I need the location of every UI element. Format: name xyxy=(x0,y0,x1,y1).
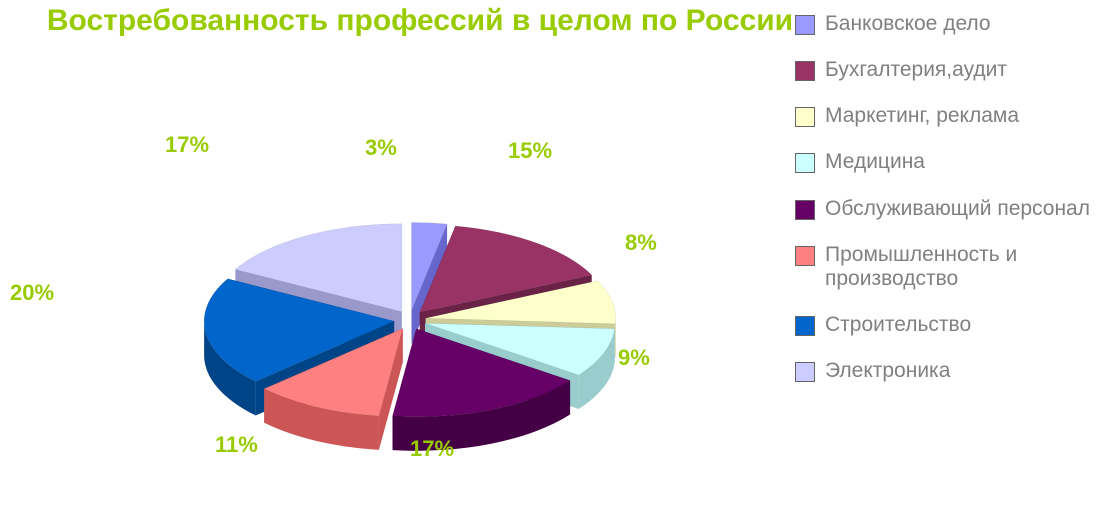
legend-swatch xyxy=(795,246,815,266)
legend-swatch xyxy=(795,316,815,336)
legend-label: Медицина xyxy=(825,150,925,174)
chart-stage: Востребованность профессий в целом по Ро… xyxy=(0,0,1100,529)
legend-label: Электроника xyxy=(825,359,950,383)
pct-label: 8% xyxy=(625,230,657,256)
pct-label: 17% xyxy=(165,132,209,158)
legend-label: Маркетинг, реклама xyxy=(825,104,1019,128)
legend-label: Банковское дело xyxy=(825,12,991,36)
legend-swatch xyxy=(795,61,815,81)
legend: Банковское дело Бухгалтерия,аудит Маркетин… xyxy=(795,12,1095,405)
pct-label: 15% xyxy=(508,138,552,164)
legend-item: Бухгалтерия,аудит xyxy=(795,58,1095,82)
legend-item: Медицина xyxy=(795,150,1095,174)
legend-label: Строительство xyxy=(825,313,971,337)
legend-swatch xyxy=(795,153,815,173)
legend-item: Банковское дело xyxy=(795,12,1095,36)
legend-swatch xyxy=(795,15,815,35)
pie-container: 3%15%8%9%17%11%20%17% xyxy=(70,150,710,520)
pct-label: 17% xyxy=(410,436,454,462)
legend-swatch xyxy=(795,107,815,127)
legend-item: Строительство xyxy=(795,313,1095,337)
pct-label: 9% xyxy=(618,345,650,371)
pct-label: 3% xyxy=(365,135,397,161)
pie-svg xyxy=(70,150,710,520)
legend-label: Бухгалтерия,аудит xyxy=(825,58,1007,82)
legend-swatch xyxy=(795,362,815,382)
legend-label: Обслуживающий персонал xyxy=(825,197,1090,221)
legend-item: Маркетинг, реклама xyxy=(795,104,1095,128)
legend-item: Электроника xyxy=(795,359,1095,383)
legend-swatch xyxy=(795,200,815,220)
pct-label: 20% xyxy=(10,280,54,306)
pct-label: 11% xyxy=(215,432,258,458)
chart-title: Востребованность профессий в целом по Ро… xyxy=(40,4,800,39)
legend-item: Обслуживающий персонал xyxy=(795,197,1095,221)
legend-item: Промышленность и производство xyxy=(795,243,1095,291)
legend-label: Промышленность и производство xyxy=(825,243,1095,291)
